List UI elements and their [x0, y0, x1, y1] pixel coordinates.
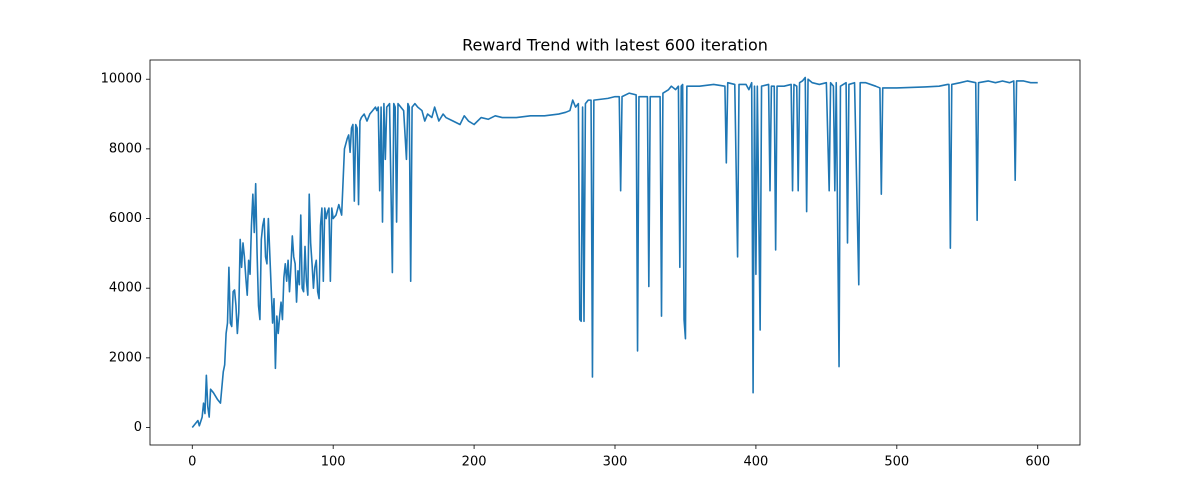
y-tick-label: 10000 — [101, 72, 142, 87]
data-line — [191, 76, 1038, 429]
x-tick-label: 200 — [462, 455, 487, 470]
y-tick-label: 6000 — [109, 211, 142, 226]
x-tick-label: 500 — [884, 455, 909, 470]
y-tick-label: 4000 — [109, 281, 142, 296]
x-tick-label: 0 — [188, 455, 196, 470]
y-tick-label: 0 — [134, 420, 142, 435]
chart-title: Reward Trend with latest 600 iteration — [462, 36, 768, 55]
x-tick-label: 400 — [743, 455, 768, 470]
y-tick-label: 8000 — [109, 141, 142, 156]
plot-frame — [149, 59, 1081, 446]
x-tick-label: 600 — [1025, 455, 1050, 470]
y-tick-label: 2000 — [109, 350, 142, 365]
x-tick-label: 300 — [603, 455, 628, 470]
x-tick-label: 100 — [321, 455, 346, 470]
